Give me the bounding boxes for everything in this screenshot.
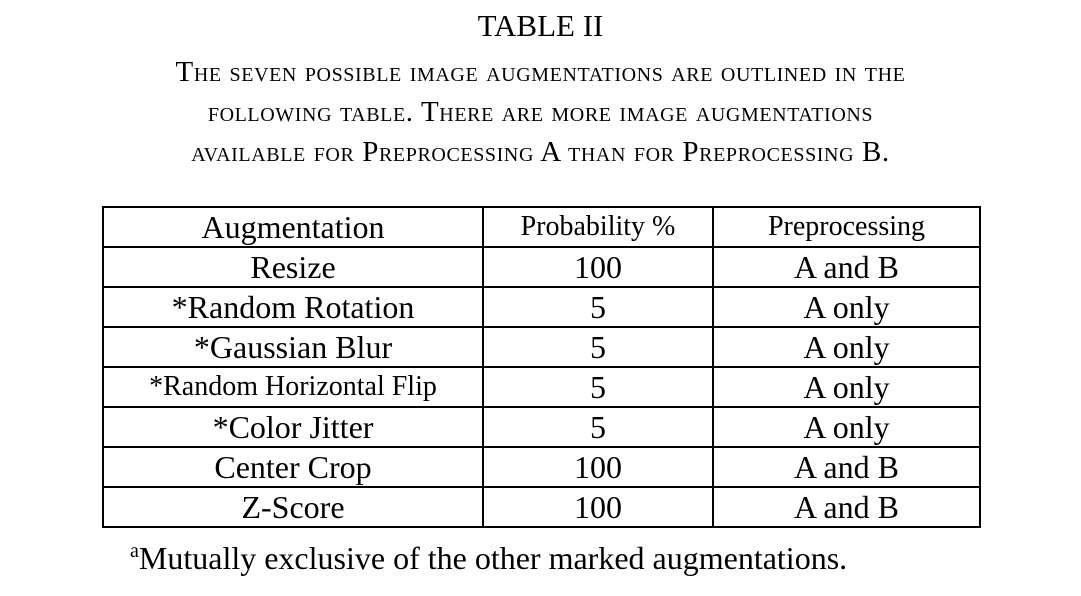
footnote-text: Mutually exclusive of the other marked a… [138,540,848,576]
table-row: *Random Rotation 5 A only [102,286,981,328]
augmentation-table: Augmentation Probability % Preprocessing… [102,206,981,528]
cell-probability: 100 [482,486,714,528]
table-row: *Random Horizontal Flip 5 A only [102,366,981,408]
cell-preprocessing: A and B [712,446,981,488]
cell-augmentation: *Color Jitter [102,406,484,448]
cell-preprocessing: A only [712,326,981,368]
table-row: *Color Jitter 5 A only [102,406,981,448]
cell-preprocessing: A and B [712,486,981,528]
cell-probability: 5 [482,326,714,368]
cell-probability: 5 [482,286,714,328]
table-footnote: aMutually exclusive of the other marked … [130,538,847,578]
header-augmentation: Augmentation [102,206,484,248]
cell-augmentation: *Random Horizontal Flip [102,366,484,408]
cell-preprocessing: A only [712,286,981,328]
cell-preprocessing: A only [712,406,981,448]
caption-line-2: following table. There are more image au… [207,96,874,128]
cell-augmentation: Z-Score [102,486,484,528]
table-row: Center Crop 100 A and B [102,446,981,488]
table-row: Z-Score 100 A and B [102,486,981,528]
cell-augmentation: *Random Rotation [102,286,484,328]
table-header-row: Augmentation Probability % Preprocessing [102,206,981,248]
header-preprocessing: Preprocessing [712,206,981,248]
cell-probability: 100 [482,246,714,288]
cell-probability: 100 [482,446,714,488]
cell-probability: 5 [482,406,714,448]
cell-probability: 5 [482,366,714,408]
table-row: Resize 100 A and B [102,246,981,288]
table-label: TABLE II [477,8,604,43]
footnote-marker: a [130,540,139,562]
caption-line-3: available for Preprocessing A than for P… [191,136,890,168]
cell-preprocessing: A only [712,366,981,408]
cell-preprocessing: A and B [712,246,981,288]
cell-augmentation: *Gaussian Blur [102,326,484,368]
cell-augmentation: Resize [102,246,484,288]
header-probability: Probability % [482,206,714,248]
table-row: *Gaussian Blur 5 A only [102,326,981,368]
table-caption: The seven possible image augmentations a… [0,52,1081,172]
cell-augmentation: Center Crop [102,446,484,488]
caption-line-1: The seven possible image augmentations a… [175,56,906,88]
